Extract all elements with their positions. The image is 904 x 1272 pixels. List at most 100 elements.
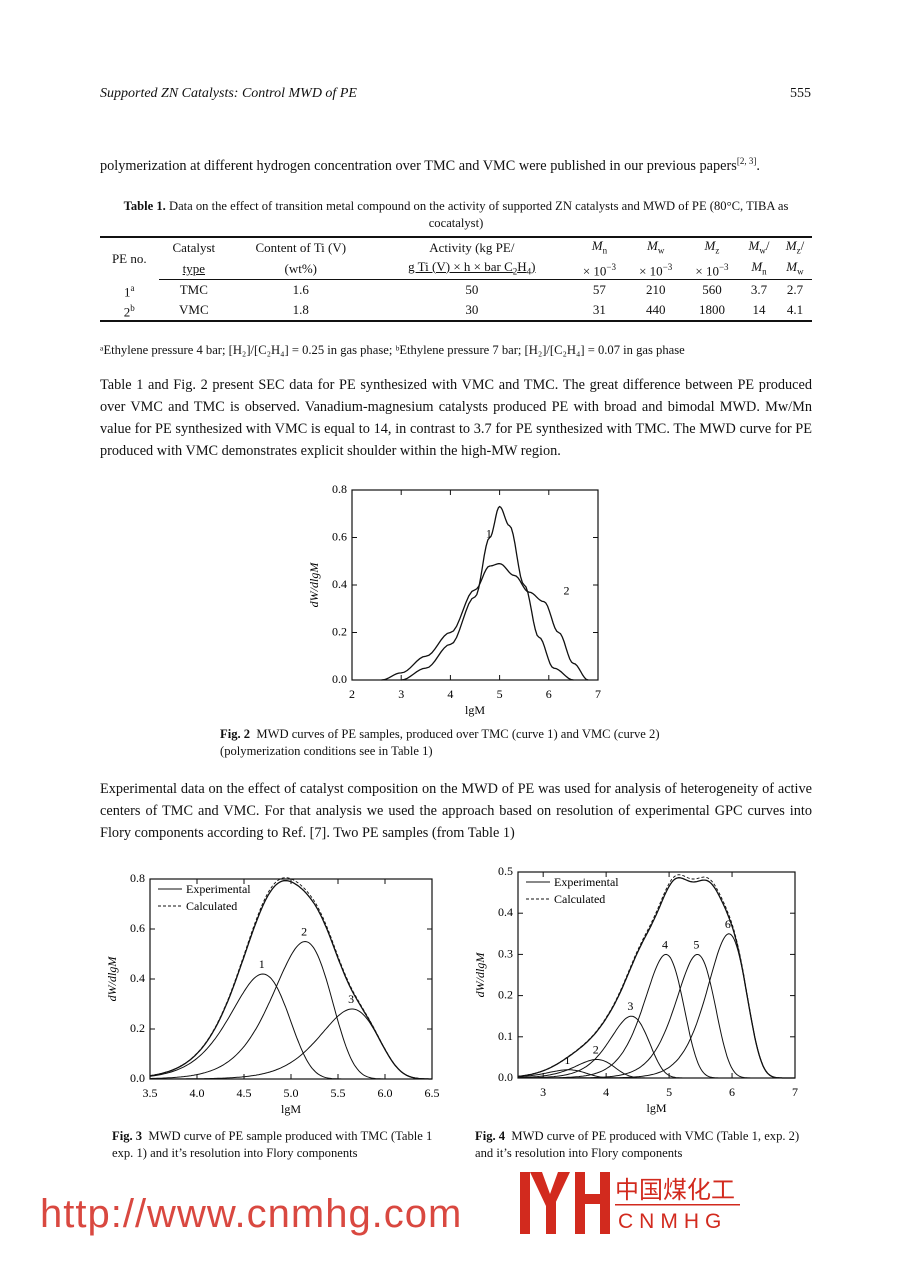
x-tick-label: 5.0 [284,1086,299,1100]
header-pe-no: PE no. [100,236,159,280]
table-label: Table 1. [123,199,166,213]
figure-4-caption: Fig. 4 MWD curve of PE produced with VMC… [475,1129,800,1160]
header-mn: Mn [571,236,628,259]
flory-component-1 [149,973,432,1080]
paragraph-text: . [756,157,760,174]
x-axis-label: lgM [281,1102,301,1116]
table-caption: Table 1. Data on the effect of transitio… [100,198,812,232]
y-tick-label: 0.2 [332,625,347,639]
svg-text:中国煤化工: 中国煤化工 [615,1176,735,1204]
header-mz-2: × 10−3 [683,258,741,281]
table-row: 1a TMC 1.6 50 57 210 560 3.7 2.7 [124,282,804,300]
y-tick-label: 0.2 [130,1021,145,1035]
legend-experimental-label: Experimental [554,875,619,889]
table-row: 2b VMC 1.8 30 31 440 1800 14 4.1 [100,300,812,323]
y-tick-label: 0.0 [130,1071,145,1085]
flory-component-3 [518,1015,795,1079]
y-tick-label: 0.6 [332,530,347,544]
component-label: 6 [725,917,731,931]
table-1: PE no. Catalyst Content of Ti (V) Activi… [100,236,812,323]
curve-label: 2 [564,584,570,598]
y-tick-label: 0.4 [130,971,145,985]
x-tick-label: 6.0 [378,1086,393,1100]
figure-4-chart: 3 4 5 6 7 0.0 0.1 0.2 0.3 0.4 0.5 lgM dW/dlgM 1 2 3 4 5 6 E… [473,864,798,1115]
x-tick-label: 5 [666,1085,672,1099]
legend-calculated-label: Calculated [554,892,605,906]
header-activity: Activity (kg PE/ [372,236,572,259]
x-tick-label: 4 [447,687,453,701]
curve-1 [401,505,574,681]
y-tick-label: 0.0 [332,672,347,686]
x-tick-label: 7 [595,687,601,701]
y-tick-label: 0.1 [498,1029,513,1043]
header-mw: Mw [627,236,684,259]
figure-3-caption: Fig. 3 MWD curve of PE sample produced w… [112,1129,433,1160]
figure-2-chart: 2 3 4 5 6 7 0.0 0.2 0.4 0.6 0.8 lgM dW/dlgM 1 2 [307,482,601,717]
header-content: Content of Ti (V) [229,236,373,259]
watermark-url: http://www.cnmhg.com [40,1192,463,1236]
header-content-2: (wt%) [229,258,373,281]
component-label: 5 [693,937,699,951]
running-title: Supported ZN Catalysts: Control MWD of P… [100,86,357,101]
x-tick-label: 2 [349,687,355,701]
x-tick-label: 4.0 [190,1086,205,1100]
svg-text:CNMHG: CNMHG [618,1210,727,1233]
paragraph-2: Table 1 and Fig. 2 present SEC data for … [100,377,812,459]
plot-frame [351,489,599,681]
curve-2 [381,562,589,681]
y-tick-label: 0.2 [498,988,513,1002]
component-label: 2 [301,925,307,939]
component-label: 3 [627,999,633,1013]
flory-component-2 [150,940,432,1080]
component-label: 3 [348,992,354,1006]
y-tick-label: 0.8 [332,482,347,496]
x-tick-label: 6.5 [425,1086,440,1100]
y-tick-label: 0.4 [332,577,347,591]
watermark-logo: 中国煤化工 CNMHG [520,1172,750,1234]
header-catalyst: Catalyst [158,236,230,259]
header-mz: Mz [683,236,741,259]
y-tick-label: 0.5 [498,864,513,878]
calculated-curve [149,877,432,1080]
paragraph-text: polymerization at different hydrogen con… [100,157,737,174]
y-axis-label: dW/dlgM [105,956,119,1002]
figure-2-caption: Fig. 2 MWD curves of PE samples, produce… [220,727,660,758]
page-number: 555 [790,86,811,101]
y-tick-label: 0.4 [498,905,513,919]
header-mn-2: × 10−3 [571,258,628,281]
header-activity-2: g Ti (V) × h × bar C2H4) [372,258,572,281]
x-tick-label: 5 [497,687,503,701]
legend-calculated-label: Calculated [186,899,237,913]
x-tick-label: 4.5 [237,1086,252,1100]
x-tick-label: 6 [546,687,552,701]
header-catalyst-2: type [158,258,230,281]
header-mwmn-2: Mn [740,258,778,281]
component-label: 1 [259,957,265,971]
legend-experimental-label: Experimental [186,882,251,896]
component-label: 4 [662,937,668,951]
x-tick-label: 4 [603,1085,609,1099]
header-mzmw-2: Mw [777,258,812,281]
paragraph-3: Experimental data on the effect of catal… [100,781,812,841]
curve-label: 1 [486,527,492,541]
flory-component-6 [518,933,795,1079]
x-tick-label: 3.5 [143,1086,158,1100]
y-tick-label: 0.3 [498,946,513,960]
component-label: 1 [564,1053,570,1067]
x-tick-label: 3 [398,687,404,701]
component-label: 2 [593,1042,599,1056]
x-tick-label: 3 [540,1085,546,1099]
y-axis-label: dW/dlgM [473,952,487,998]
x-axis-label: lgM [465,703,485,717]
y-tick-label: 0.6 [130,921,145,935]
x-tick-label: 6 [729,1085,735,1099]
y-tick-label: 0.8 [130,871,145,885]
flory-component-3 [150,1008,432,1080]
cnmhg-logo-icon: 中国煤化工 CNMHG [520,1172,740,1234]
x-tick-label: 7 [792,1085,798,1099]
table-footnote: ᵃEthylene pressure 4 bar; [H₂]/[C₂H₄] = … [100,343,685,357]
table-caption-text: Data on the effect of transition metal c… [168,199,789,230]
calculated-curve [517,874,795,1079]
x-axis-label: lgM [646,1101,666,1115]
y-axis-label: dW/dlgM [307,562,321,608]
